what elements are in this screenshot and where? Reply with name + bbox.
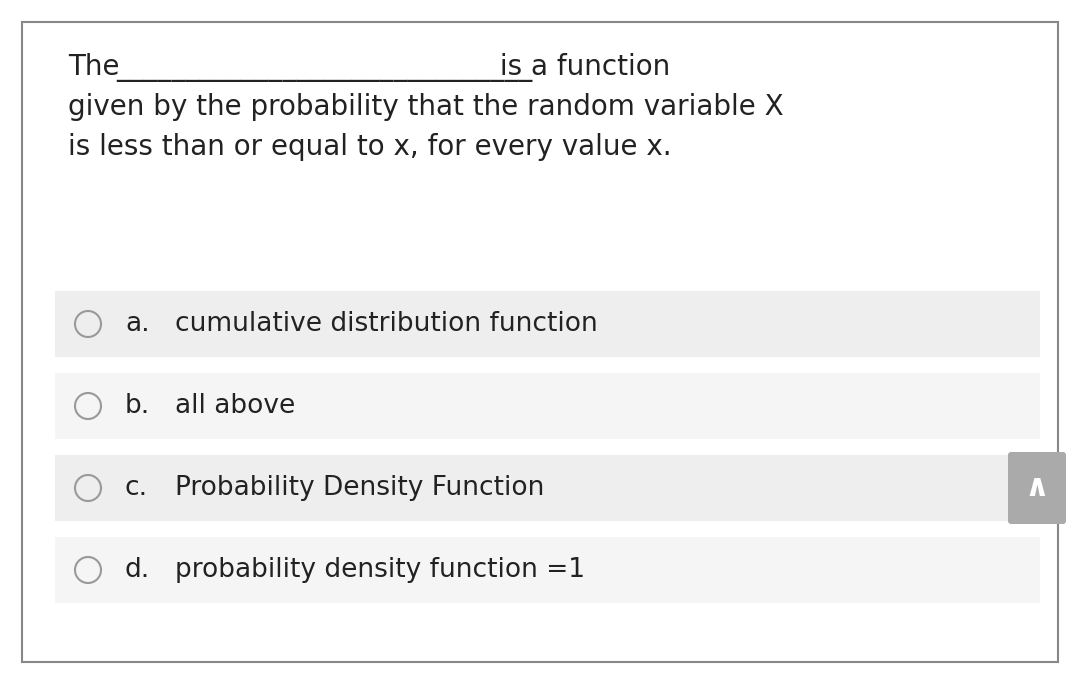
Text: is a function: is a function (491, 53, 671, 81)
Text: The: The (68, 53, 129, 81)
Text: is less than or equal to x, for every value x.: is less than or equal to x, for every va… (68, 133, 672, 161)
FancyBboxPatch shape (55, 291, 1040, 357)
FancyBboxPatch shape (55, 537, 1040, 603)
Text: Probability Density Function: Probability Density Function (175, 475, 544, 501)
Text: ______________________________: ______________________________ (116, 54, 532, 82)
Text: all above: all above (175, 393, 295, 419)
FancyBboxPatch shape (22, 22, 1058, 662)
Text: b.: b. (125, 393, 150, 419)
Text: d.: d. (125, 557, 150, 583)
Text: given by the probability that the random variable X: given by the probability that the random… (68, 93, 784, 121)
Text: a.: a. (125, 311, 150, 337)
Text: probability density function =1: probability density function =1 (175, 557, 585, 583)
FancyBboxPatch shape (55, 455, 1040, 521)
Text: cumulative distribution function: cumulative distribution function (175, 311, 597, 337)
Text: c.: c. (125, 475, 148, 501)
FancyBboxPatch shape (1008, 452, 1066, 524)
FancyBboxPatch shape (55, 373, 1040, 439)
Text: ∧: ∧ (1025, 473, 1050, 503)
